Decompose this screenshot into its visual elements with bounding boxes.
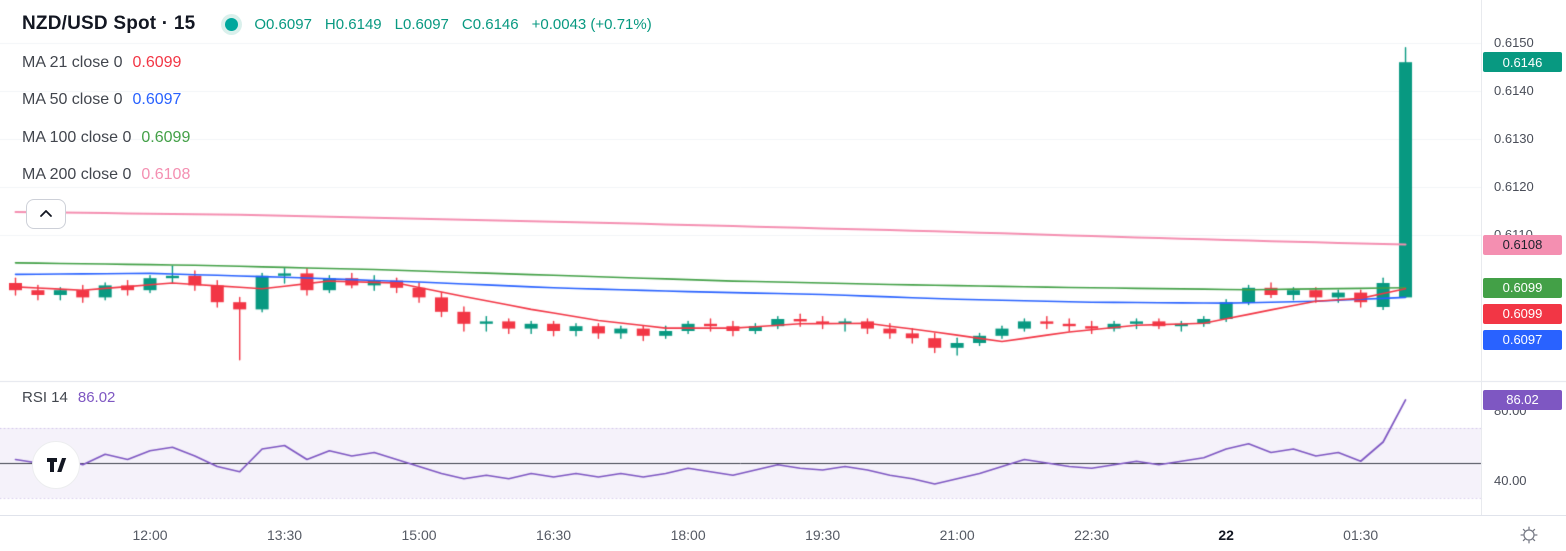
indicator-value: 0.6099 <box>141 129 191 146</box>
price-axis[interactable] <box>1481 0 1566 515</box>
high-label: H <box>324 15 336 33</box>
indicator-row-ma100[interactable]: MA 100 close 0 0.6099 <box>22 129 190 147</box>
legend-collapse-button[interactable] <box>26 199 66 229</box>
tradingview-logo[interactable] <box>32 441 80 489</box>
indicator-row-ma200[interactable]: MA 200 close 0 0.6108 <box>22 166 190 184</box>
indicator-value: 0.6108 <box>141 166 191 183</box>
time-axis[interactable] <box>0 515 1566 551</box>
rsi-legend-row[interactable]: RSI 14 86.02 <box>22 389 115 406</box>
symbol-legend: NZD/USD Spot · 15 O0.6097 H0.6149 L0.609… <box>22 13 665 35</box>
indicator-label: MA 21 close 0 <box>22 54 123 71</box>
rsi-label: RSI 14 <box>22 389 68 406</box>
indicator-row-ma21[interactable]: MA 21 close 0 0.6099 <box>22 54 181 72</box>
close-value: 0.6146 <box>472 15 519 33</box>
market-status-dot <box>225 17 239 31</box>
indicator-label: MA 100 close 0 <box>22 129 132 146</box>
chevron-up-icon <box>39 205 53 223</box>
symbol-title[interactable]: NZD/USD Spot · 15 <box>22 13 196 34</box>
open-value: 0.6097 <box>266 15 312 33</box>
tradingview-logo-icon <box>42 449 70 482</box>
indicator-label: MA 50 close 0 <box>22 91 123 108</box>
indicator-label: MA 200 close 0 <box>22 166 132 183</box>
open-label: O <box>254 15 267 33</box>
indicator-row-ma50[interactable]: MA 50 close 0 0.6097 <box>22 91 181 109</box>
low-label: L <box>394 15 403 33</box>
low-value: 0.6097 <box>403 15 449 33</box>
time-axis-settings-icon[interactable] <box>1516 524 1542 546</box>
rsi-value: 86.02 <box>77 389 116 406</box>
indicator-value: 0.6097 <box>132 91 182 108</box>
ohlc-readout: O0.6097 H0.6149 L0.6097 C0.6146 +0.0043 … <box>254 16 664 33</box>
change-value: +0.0043 (+0.71%) <box>531 15 652 33</box>
close-label: C <box>461 15 473 33</box>
indicator-value: 0.6099 <box>132 54 182 71</box>
high-value: 0.6149 <box>335 15 382 33</box>
